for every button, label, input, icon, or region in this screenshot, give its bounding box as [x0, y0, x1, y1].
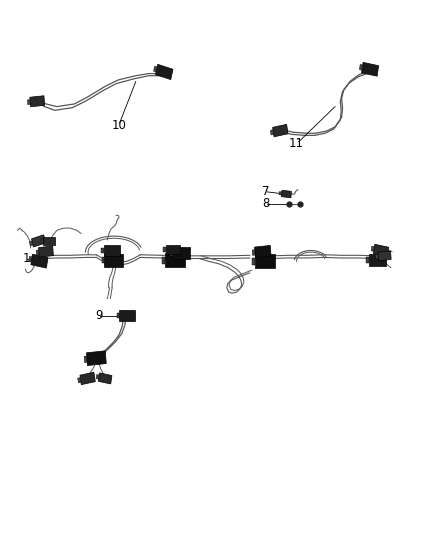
Bar [30, 96, 45, 107]
Text: 9: 9 [95, 309, 103, 322]
Bar [378, 251, 391, 261]
Bar [272, 124, 288, 137]
Bar [80, 372, 95, 385]
Bar [102, 257, 104, 263]
Bar [104, 254, 124, 266]
Bar [282, 190, 291, 198]
Bar [40, 239, 43, 243]
Bar [32, 235, 46, 247]
Text: 8: 8 [262, 197, 269, 210]
Text: 11: 11 [289, 138, 304, 150]
Bar [78, 377, 81, 383]
Bar [162, 256, 165, 263]
Bar [166, 245, 180, 254]
Bar [28, 256, 32, 262]
Bar [43, 237, 55, 245]
Bar [117, 313, 119, 318]
Bar [252, 250, 255, 255]
Bar [101, 248, 104, 253]
Bar [375, 254, 378, 259]
Text: 1: 1 [23, 252, 30, 265]
Bar [27, 100, 30, 104]
Bar [31, 254, 48, 268]
Bar [170, 250, 173, 256]
Bar [371, 246, 374, 252]
Bar [173, 247, 191, 259]
Bar [98, 373, 112, 384]
Bar [119, 310, 135, 321]
Bar [155, 64, 173, 79]
Bar [84, 356, 87, 362]
Text: 10: 10 [112, 119, 127, 132]
Bar [165, 253, 185, 267]
Bar [359, 64, 363, 70]
Bar [255, 254, 275, 268]
Bar [163, 247, 166, 252]
Text: 7: 7 [262, 185, 269, 198]
Bar [39, 246, 53, 257]
Bar [362, 62, 378, 76]
Bar [36, 250, 39, 255]
Bar [154, 66, 157, 72]
Bar [252, 257, 255, 264]
Bar [254, 245, 271, 258]
Bar [104, 245, 120, 256]
Bar [96, 375, 99, 379]
Bar [373, 244, 389, 257]
Bar [270, 130, 274, 135]
Bar [29, 241, 33, 246]
Bar [86, 351, 106, 366]
Bar [369, 254, 386, 266]
Bar [366, 257, 369, 263]
Bar [279, 192, 282, 195]
